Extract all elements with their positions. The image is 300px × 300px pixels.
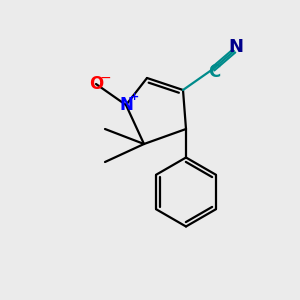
Text: −: − (99, 71, 111, 85)
Text: N: N (228, 38, 243, 56)
Text: N: N (119, 96, 133, 114)
Text: O: O (89, 75, 103, 93)
Text: C: C (208, 63, 220, 81)
Text: +: + (130, 92, 139, 103)
